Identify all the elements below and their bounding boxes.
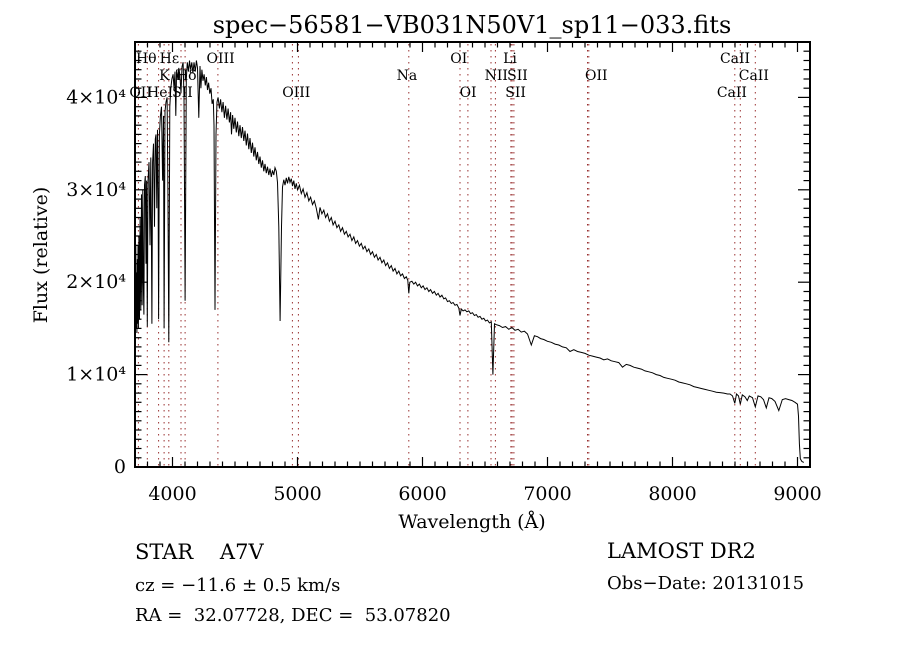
spectral-line-label: HeI [147, 85, 173, 101]
spectral-line-label: Na [397, 68, 418, 84]
plot-frame [134, 41, 811, 468]
spectral-line-label: SII [505, 85, 526, 101]
spectral-line-label: CaII [739, 68, 769, 84]
x-tick-label: 5000 [273, 483, 321, 505]
cz-velocity-text: cz = −11.6 ± 0.5 km/s [135, 575, 340, 596]
x-tick-label: 7000 [523, 483, 571, 505]
spectral-line-label: OIII [207, 51, 235, 67]
y-axis-label: Flux (relative) [30, 187, 52, 324]
obs-date-text: Obs−Date: 20131015 [607, 573, 804, 594]
survey-release-text: LAMOST DR2 [607, 539, 756, 563]
chart-title: spec−56581−VB031N50V1_sp11−033.fits [213, 11, 732, 39]
spectral-line-label: K [159, 68, 170, 84]
spectral-line-label: OII [585, 68, 608, 84]
x-tick-label: 4000 [148, 483, 196, 505]
spectral-line-label: CaII [720, 51, 750, 67]
spectral-line-label: OI [450, 51, 467, 67]
spectral-line-label: SII [507, 68, 528, 84]
spectral-line-label: Hθ [136, 51, 157, 67]
spectral-line-label: OIII [282, 85, 310, 101]
spectral-line-label: SII [172, 85, 193, 101]
spectral-line-label: NII [485, 68, 508, 84]
y-tick-label: 3×10⁴ [66, 179, 126, 201]
y-tick-label: 1×10⁴ [66, 364, 126, 386]
object-class-text: STAR A7V [135, 540, 264, 564]
ra-dec-text: RA = 32.07728, DEC = 53.07820 [135, 605, 451, 626]
y-tick-label: 0 [114, 456, 126, 478]
x-tick-label: 6000 [398, 483, 446, 505]
x-tick-label: 9000 [773, 483, 821, 505]
x-tick-label: 8000 [648, 483, 696, 505]
spectrum-line [135, 60, 805, 463]
spectral-line-label: OI [460, 85, 477, 101]
spectral-line-label: Li [503, 51, 517, 67]
spectral-line-label: Hε [160, 51, 179, 67]
y-tick-label: 4×10⁴ [66, 86, 126, 108]
x-axis-label: Wavelength (Å) [398, 511, 545, 533]
y-tick-label: 2×10⁴ [66, 271, 126, 293]
spectral-line-label: CaII [717, 85, 747, 101]
